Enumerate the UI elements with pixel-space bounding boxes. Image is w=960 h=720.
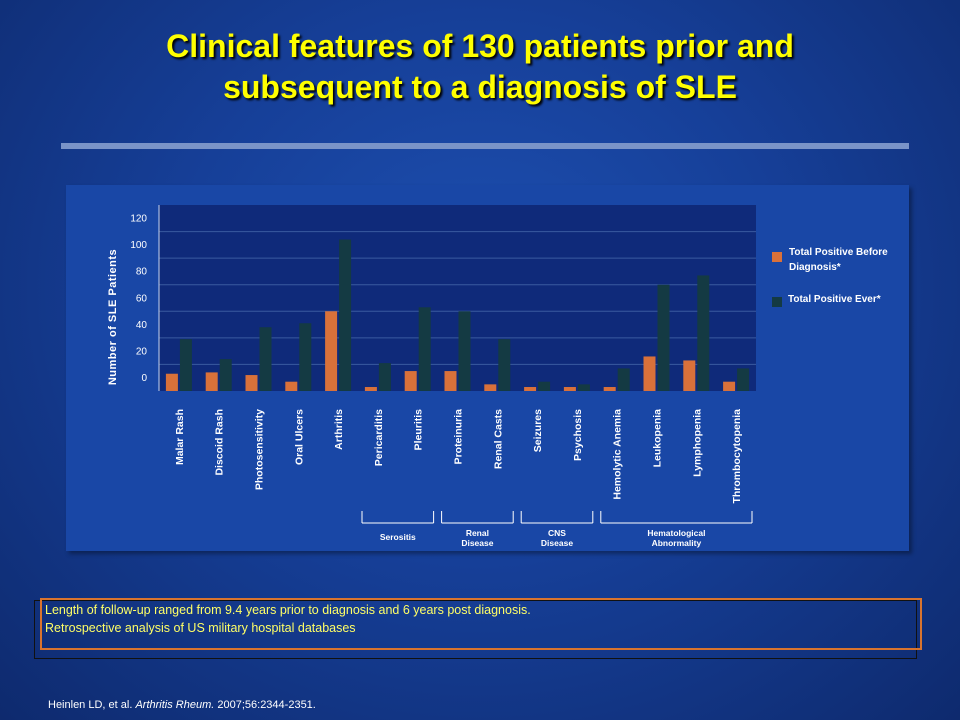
bar-before [364,387,377,391]
y-tick-label: 100 [130,240,147,251]
legend-before-line-2: Diagnosis* [789,262,841,273]
category-label: Lymphopenia [691,409,703,477]
title-divider [61,143,909,149]
citation: Heinlen LD, et al. Arthritis Rheum. 2007… [48,699,316,711]
legend-swatch-before [772,252,782,262]
bar-ever [697,275,710,391]
category-label: Pleuritis [413,409,425,451]
category-label: Thrombocytopenia [731,409,743,504]
bar-ever [538,381,551,391]
title-line-1: Clinical features of 130 patients prior … [166,28,794,64]
group-label: Abnormality [652,538,702,548]
bar-before [245,375,258,391]
category-label: Arthritis [333,409,345,450]
group-label: Renal [466,528,489,538]
category-label: Discoid Rash [214,409,226,476]
notes-box [40,598,922,650]
y-tick-label: 20 [136,346,148,357]
bar-before [563,387,576,391]
citation-details: 2007;56:2344-2351. [217,699,316,711]
note-line-2: Retrospective analysis of US military ho… [45,621,356,635]
bar-ever [179,339,192,391]
bar-ever [339,239,352,391]
title-line-2: subsequent to a diagnosis of SLE [223,69,737,105]
citation-journal: Arthritis Rheum. [135,699,215,711]
slide-title: Clinical features of 130 patients prior … [0,26,960,108]
bar-before [404,371,417,391]
category-label: Malar Rash [174,409,186,465]
bar-ever [577,384,590,391]
category-label: Oral Ulcers [293,409,305,465]
bar-before [165,373,178,391]
legend-swatch-ever [772,297,782,307]
bar-chart: 0 20 40 60 80 100 120 Number of SLE Patients Mal… [107,205,756,548]
group-label: Disease [461,538,493,548]
notes-box-shadow [34,600,917,659]
group-label: Disease [541,538,573,548]
bar-ever [219,359,232,391]
group-label: Hematological [647,528,705,538]
bar-ever [617,368,630,391]
bar-before [603,387,616,391]
bar-ever [657,284,670,391]
category-label: Pericarditis [373,409,385,466]
bar-before [643,356,656,391]
bar-ever [737,368,750,391]
bar-ever [378,363,391,391]
category-label: Hemolytic Anemia [612,409,624,500]
category-label: Leukopenia [652,409,664,468]
y-tick-label: 60 [136,293,148,304]
bar-before [683,360,696,391]
note-line-1: Length of follow-up ranged from 9.4 year… [45,603,531,617]
bar-ever [498,339,511,391]
bar-ever [418,307,431,391]
legend-before-line-1: Total Positive Before [789,247,888,258]
y-tick-label: 40 [136,320,148,331]
bar-before [285,381,298,391]
bar-before [723,381,736,391]
bar-before [205,372,218,391]
category-label: Seizures [532,409,544,452]
y-tick-label: 80 [136,267,148,278]
group-label: Serositis [380,532,416,542]
category-label: Psychosis [572,409,584,461]
bar-before [484,384,497,391]
bar-before [325,311,338,391]
category-label: Photosensitivity [254,409,266,490]
category-label: Renal Casts [492,409,504,469]
group-label: CNS [548,528,566,538]
y-tick-label: 0 [141,373,147,384]
bar-before [444,371,457,391]
bar-before [524,387,537,391]
plot-area [159,205,756,391]
legend-label-before: Total Positive Before Diagnosis* [789,245,888,275]
chart-panel: 0 20 40 60 80 100 120 Number of SLE Patients Mal… [66,185,909,551]
citation-authors: Heinlen LD, et al. [48,699,133,711]
bar-ever [299,323,312,391]
legend-label-ever: Total Positive Ever* [788,294,881,305]
bar-ever [259,327,272,391]
y-axis-title: Number of SLE Patients [107,249,119,385]
bar-ever [458,311,471,391]
category-label: Proteinuria [453,409,465,465]
y-tick-label: 120 [130,214,147,225]
